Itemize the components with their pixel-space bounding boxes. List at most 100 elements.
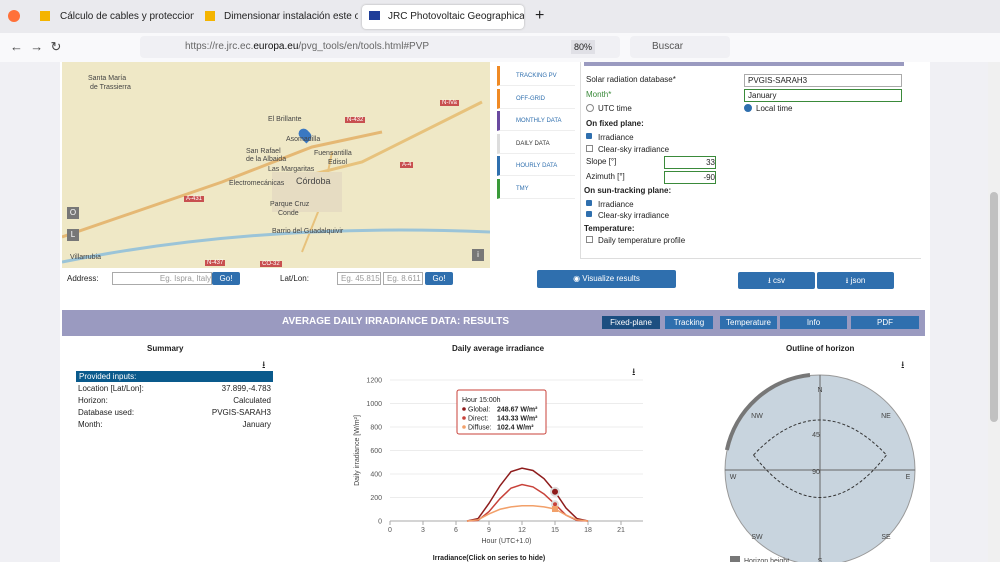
input[interactable]: Eg. 8.611	[383, 272, 423, 285]
y-tick-label: 400	[370, 472, 382, 479]
side-tab[interactable]: HOURLY DATA	[497, 156, 575, 176]
firefox-icon[interactable]	[8, 10, 20, 22]
series-line	[466, 504, 589, 522]
button[interactable]: ⭳ csv	[738, 272, 815, 289]
button[interactable]: Go!	[212, 272, 240, 285]
tooltip-dot	[462, 416, 466, 420]
legend-swatch	[730, 556, 740, 562]
radio[interactable]	[586, 104, 594, 112]
label: Lat/Lon:	[280, 274, 309, 283]
summary-value: PVGIS-SARAH3	[211, 408, 271, 417]
button[interactable]: ⭳ json	[817, 272, 894, 289]
tooltip-key: Global:	[468, 407, 490, 414]
checkbox[interactable]	[586, 236, 593, 243]
tooltip-dot	[462, 407, 466, 411]
side-tab[interactable]: TMY	[497, 178, 575, 199]
input[interactable]: Eg. 45.815	[337, 272, 381, 285]
search-box[interactable]	[630, 36, 730, 58]
summary-key: Horizon:	[78, 396, 108, 405]
summary-key: Database used:	[78, 408, 135, 417]
y-tick-label: 200	[370, 495, 382, 502]
checkbox[interactable]	[586, 200, 592, 206]
side-tab[interactable]: MONTHLY DATA	[497, 111, 575, 131]
search-placeholder: Buscar	[652, 41, 684, 52]
map-label: El Brillante	[268, 116, 302, 123]
legend-title: Irradiance(Click on series to hide)	[433, 555, 545, 562]
x-tick-label: 0	[388, 527, 392, 534]
map-button[interactable]: i	[472, 249, 484, 261]
nav-buttons[interactable]: ← → ↻	[10, 39, 62, 54]
map-button[interactable]: O	[67, 207, 79, 219]
tab-icon	[40, 11, 50, 21]
tooltip-dot	[462, 425, 466, 429]
map-label: A-431	[184, 196, 205, 202]
sun-path	[753, 419, 887, 456]
label: Slope [°]	[586, 157, 617, 166]
y-tick-label: 1200	[366, 378, 382, 385]
label: Daily temperature profile	[598, 236, 686, 245]
input[interactable]: -90	[664, 171, 716, 184]
horizon-shading	[724, 373, 811, 451]
tooltip-value: 248.67 W/m²	[497, 407, 538, 414]
browser-tab-active[interactable]: JRC Photovoltaic Geographical	[362, 5, 524, 29]
map-label: Asomadilla	[286, 136, 321, 143]
tooltip-value: 102.4 W/m²	[497, 425, 534, 432]
tab-icon	[205, 11, 215, 21]
y-tick-label: 800	[370, 425, 382, 432]
results-title: AVERAGE DAILY IRRADIANCE DATA: RESULTS	[282, 316, 510, 327]
input[interactable]: 33	[664, 156, 716, 169]
results-tab[interactable]: Tracking	[665, 316, 713, 329]
summary-value: January	[242, 420, 271, 429]
map[interactable]	[62, 62, 490, 268]
download-icon[interactable]: ⭳	[262, 360, 266, 371]
select[interactable]: January	[744, 89, 902, 102]
download-icon[interactable]: ⭳	[901, 360, 905, 371]
tooltip-title: Hour 15:00h	[462, 397, 501, 404]
map-label: Villarrubia	[70, 254, 101, 261]
summary-value: Calculated	[233, 396, 271, 405]
form-panel	[580, 62, 921, 259]
url-bar[interactable]	[140, 36, 620, 58]
side-tab[interactable]: TRACKING PV	[497, 66, 575, 86]
tab-icon	[369, 11, 380, 20]
y-tick-label: 0	[378, 519, 382, 526]
ring-label: 90	[812, 469, 820, 476]
map-label: Santa María	[88, 75, 127, 82]
map-label: de Trassierra	[90, 84, 131, 91]
chart-title: Daily average irradiance	[452, 344, 545, 353]
checkbox[interactable]	[586, 145, 593, 152]
button[interactable]: ◉ Visualize results	[537, 270, 676, 288]
summary-title: Summary	[147, 344, 184, 353]
direction-label: NE	[881, 413, 891, 420]
results-tab[interactable]: Temperature	[720, 316, 777, 329]
direction-label: E	[906, 474, 911, 481]
select[interactable]: PVGIS-SARAH3	[744, 74, 902, 87]
download-icon[interactable]: ⭳	[632, 367, 636, 378]
results-tab[interactable]: Fixed-plane	[602, 316, 660, 329]
tooltip-key: Diffuse:	[468, 425, 492, 432]
map-label: de la Albaida	[246, 156, 287, 163]
direction-label: N	[817, 387, 822, 394]
summary-key: Location [Lat/Lon]:	[78, 384, 144, 393]
new-tab[interactable]: +	[535, 7, 545, 24]
scrollbar[interactable]	[988, 62, 1000, 562]
checkbox[interactable]	[586, 211, 592, 217]
zoom-level[interactable]: 80%	[571, 40, 596, 54]
results-tab[interactable]: PDF	[851, 316, 919, 329]
side-tab[interactable]: OFF-GRID	[497, 88, 575, 109]
results-tab[interactable]: Info	[780, 316, 847, 329]
radio[interactable]	[744, 104, 752, 112]
map-label: San Rafael	[246, 148, 281, 155]
browser-tab[interactable]: Cálculo de cables y protecciones	[60, 11, 194, 22]
map-button[interactable]: L	[67, 229, 79, 241]
checkbox[interactable]	[586, 133, 592, 139]
map-label: N-437	[205, 260, 226, 266]
label: Temperature:	[584, 224, 635, 233]
map-label: Parque Cruz	[270, 201, 310, 208]
side-tab[interactable]: DAILY DATA	[497, 133, 575, 154]
input[interactable]: Eg. Ispra, Italy	[112, 272, 212, 285]
browser-tab[interactable]: Dimensionar instalación este oeste	[224, 11, 358, 22]
button[interactable]: Go!	[425, 272, 453, 285]
